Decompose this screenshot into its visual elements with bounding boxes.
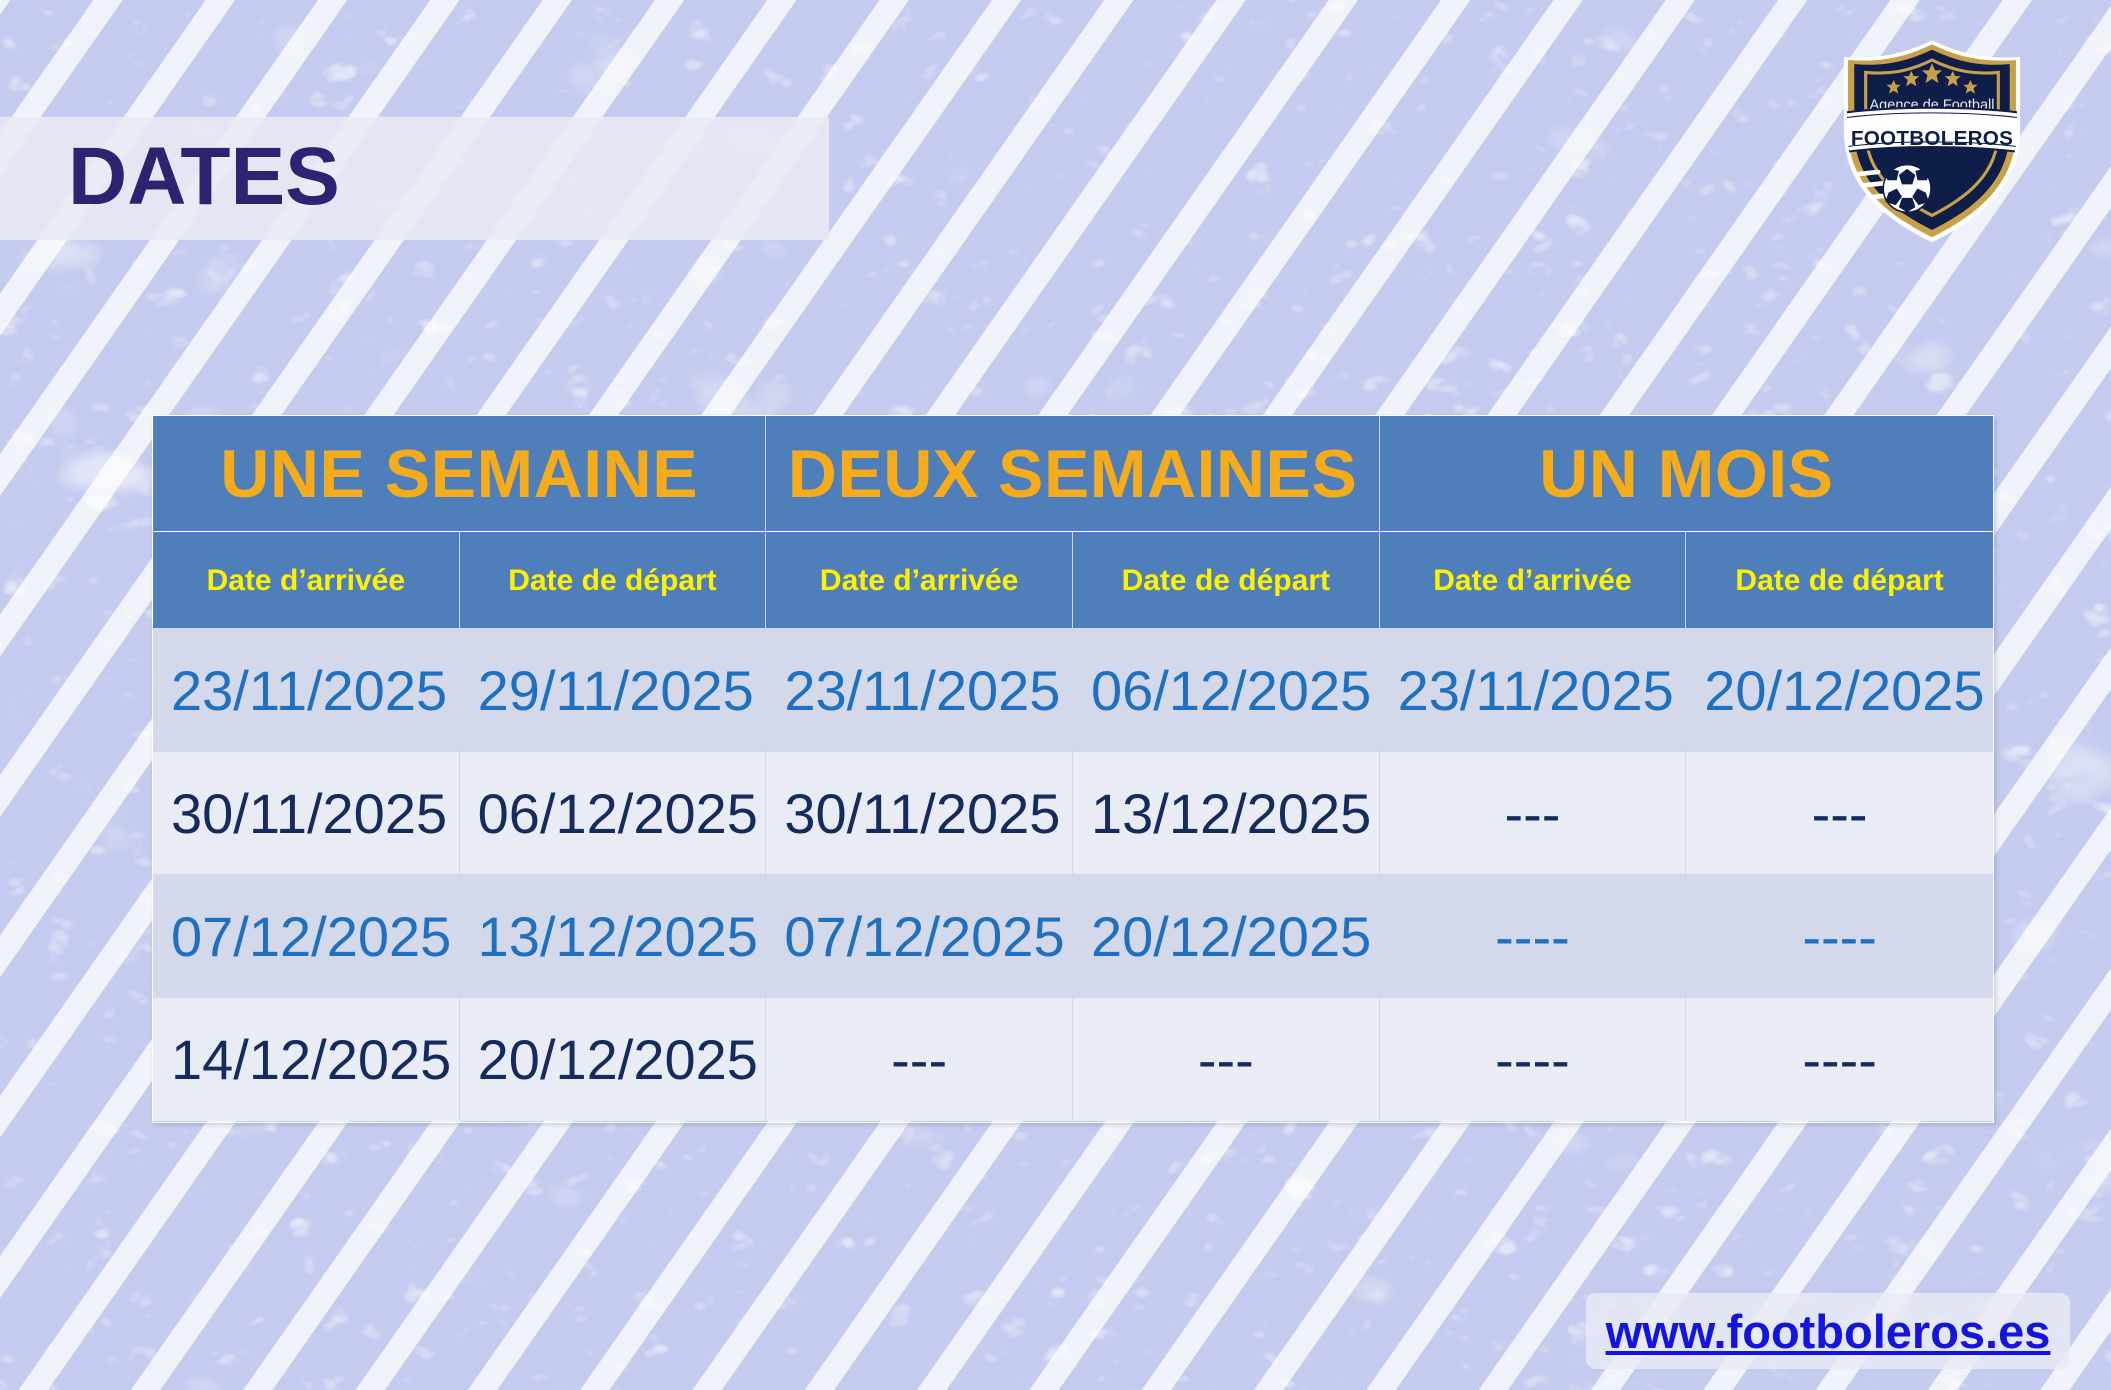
svg-text:FOOTBOLEROS: FOOTBOLEROS	[1851, 127, 2013, 150]
